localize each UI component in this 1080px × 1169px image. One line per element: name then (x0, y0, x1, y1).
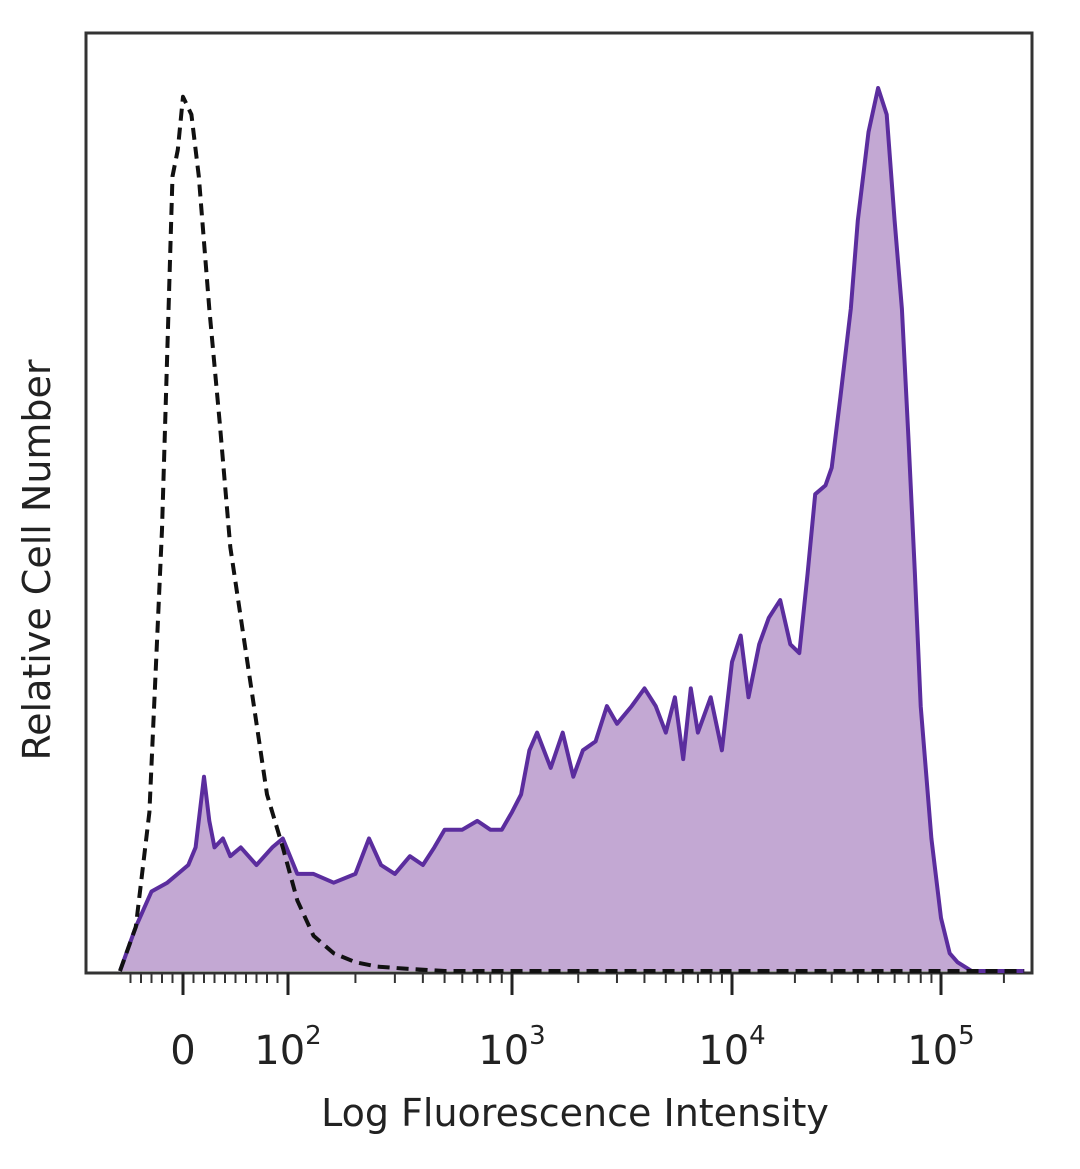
x-axis-label: Log Fluorescence Intensity (321, 1091, 829, 1135)
series-layer (118, 86, 1025, 973)
x-axis-ticks: 0 102 103 104 105 (129, 973, 1005, 1074)
y-axis-label: Relative Cell Number (15, 359, 59, 760)
x-tick-label: 105 (907, 1021, 974, 1074)
x-tick-label: 102 (254, 1021, 321, 1074)
x-tick-label: 0 (170, 1028, 195, 1074)
sample-histogram-fill (120, 88, 1025, 971)
sample-histogram-line (118, 86, 1025, 973)
x-tick-label: 104 (698, 1021, 765, 1074)
plot-area: 0 102 103 104 105 (84, 31, 1034, 1074)
control-histogram-line (118, 94, 1025, 973)
x-tick-label: 103 (478, 1021, 545, 1074)
